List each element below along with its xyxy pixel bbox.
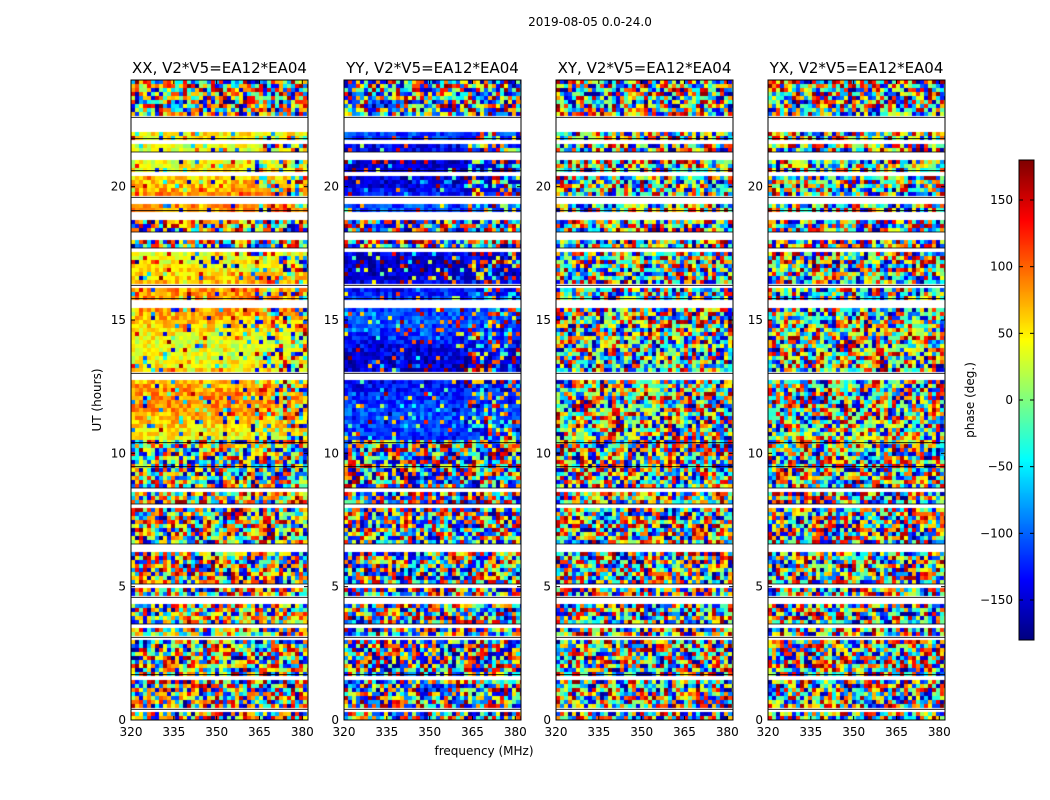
x-tick-label: 320 <box>333 725 356 739</box>
y-tick-label: 20 <box>748 180 763 194</box>
x-tick-label: 320 <box>545 725 568 739</box>
y-tick-label: 0 <box>331 713 339 727</box>
y-tick-label: 5 <box>331 580 339 594</box>
panel-yx: YX, V2*V5=EA12*EA04 320 335 350 365 380 0 5 10 15… <box>748 59 951 739</box>
y-tick-label: 0 <box>755 713 763 727</box>
panel-title: XX, V2*V5=EA12*EA04 <box>132 59 307 77</box>
panel-frame <box>767 79 946 721</box>
colorbar: −150 −100 −50 0 50 100 150 <box>980 159 1035 641</box>
y-tick-label: 10 <box>536 446 551 460</box>
colorbar-tick-label: 150 <box>990 193 1013 207</box>
colorbar-tick-label: 50 <box>998 326 1013 340</box>
y-tick-label: 5 <box>755 580 763 594</box>
x-tick-label: 320 <box>120 725 143 739</box>
x-tick-label: 380 <box>291 725 314 739</box>
panel-title: XY, V2*V5=EA12*EA04 <box>558 59 732 77</box>
y-tick-label: 10 <box>324 446 339 460</box>
y-tick-label: 0 <box>543 713 551 727</box>
x-tick-label: 380 <box>928 725 951 739</box>
y-tick-label: 5 <box>118 580 126 594</box>
x-tick-label: 335 <box>162 725 185 739</box>
panels-group: XX, V2*V5=EA12*EA04 320 335 350 365 380 0 5 10 15… <box>111 59 951 739</box>
y-tick-label: 20 <box>324 180 339 194</box>
colorbar-tick-label: −50 <box>988 460 1013 474</box>
x-tick-label: 350 <box>842 725 865 739</box>
x-tick-label: 365 <box>673 725 696 739</box>
colorbar-tick-label: −100 <box>980 526 1013 540</box>
x-tick-label: 320 <box>757 725 780 739</box>
heatmap-cells <box>344 80 521 720</box>
panel-frame <box>130 79 309 721</box>
heatmap-cells <box>131 80 308 720</box>
x-tick-label: 380 <box>504 725 527 739</box>
x-tick-label: 350 <box>205 725 228 739</box>
y-tick-label: 10 <box>111 446 126 460</box>
x-tick-label: 335 <box>587 725 610 739</box>
x-tick-label: 335 <box>799 725 822 739</box>
y-tick-label: 5 <box>543 580 551 594</box>
colorbar-title: phase (deg.) <box>963 362 977 438</box>
y-tick-label: 10 <box>748 446 763 460</box>
panel-title: YX, V2*V5=EA12*EA04 <box>769 59 944 77</box>
panel-xx: XX, V2*V5=EA12*EA04 320 335 350 365 380 0 5 10 15… <box>111 59 314 739</box>
y-tick-label: 0 <box>118 713 126 727</box>
colorbar-tick-label: 0 <box>1005 393 1013 407</box>
x-tick-label: 350 <box>630 725 653 739</box>
y-tick-label: 20 <box>536 180 551 194</box>
x-tick-label: 365 <box>248 725 271 739</box>
panel-frame <box>555 79 734 721</box>
y-tick-label: 15 <box>748 313 763 327</box>
x-axis-title: frequency (MHz) <box>434 744 533 758</box>
colorbar-tick-label: 100 <box>990 260 1013 274</box>
chart-title: 2019-08-05 0.0-24.0 <box>528 15 652 29</box>
y-axis-title: UT (hours) <box>90 368 104 431</box>
x-tick-label: 365 <box>461 725 484 739</box>
x-tick-label: 380 <box>716 725 739 739</box>
y-tick-label: 15 <box>324 313 339 327</box>
y-tick-label: 15 <box>536 313 551 327</box>
y-tick-label: 20 <box>111 180 126 194</box>
x-tick-label: 350 <box>418 725 441 739</box>
y-tick-label: 15 <box>111 313 126 327</box>
x-tick-label: 335 <box>375 725 398 739</box>
panel-frame <box>343 79 522 721</box>
panel-xy: XY, V2*V5=EA12*EA04 320 335 350 365 380 0 5 10 15… <box>536 59 739 739</box>
x-tick-label: 365 <box>885 725 908 739</box>
panel-title: YY, V2*V5=EA12*EA04 <box>345 59 519 77</box>
colorbar-gradient <box>1019 160 1034 640</box>
panel-yy: YY, V2*V5=EA12*EA04 320 335 350 365 380 0 5 10 15… <box>324 59 527 739</box>
heatmap-cells <box>556 80 733 720</box>
colorbar-tick-label: −150 <box>980 593 1013 607</box>
heatmap-cells <box>768 80 945 720</box>
